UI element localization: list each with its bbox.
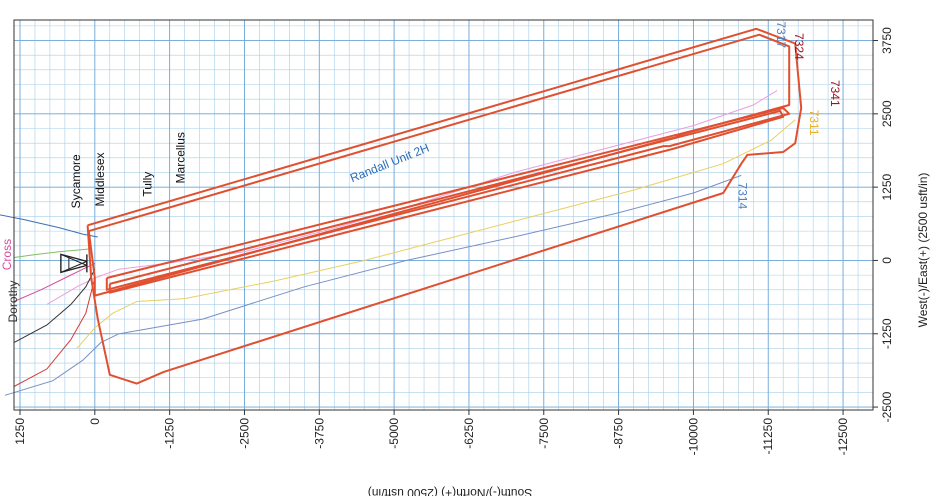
y-axis-title: West(-)/East(+) (2500 usft/in) bbox=[916, 173, 930, 328]
plot-frame bbox=[13, 19, 874, 411]
rig-tower-icon bbox=[60, 253, 88, 274]
annotation-label: 7317 bbox=[774, 21, 788, 48]
boundary-inner-line-2 bbox=[108, 109, 785, 294]
annotation-label: Cross bbox=[0, 239, 14, 270]
boundary-outer-line-2 bbox=[87, 33, 791, 297]
series-line-8 bbox=[13, 248, 92, 258]
x-tick-label: -3750 bbox=[312, 418, 326, 449]
annotation-label: 7311 bbox=[807, 110, 821, 136]
series-line-5 bbox=[13, 277, 96, 387]
series-line-4 bbox=[4, 174, 742, 396]
series-line-1 bbox=[0, 214, 98, 238]
unit-boundary bbox=[86, 27, 803, 385]
y-tick-label: 1250 bbox=[880, 173, 894, 200]
annotation-label: 7341 bbox=[828, 80, 842, 107]
series-line-3 bbox=[76, 119, 796, 349]
y-tick-label: -2500 bbox=[880, 391, 894, 422]
x-tick-labels: 1250 0 -1250 -2500 -3750 -5000 -6250 -7500 -8750… bbox=[13, 410, 850, 455]
x-tick-label: -2500 bbox=[237, 418, 251, 449]
x-tick-label: -12500 bbox=[836, 418, 850, 456]
x-tick-label: -10000 bbox=[686, 418, 700, 456]
annotation-label: Middlesex bbox=[93, 152, 107, 206]
series-line-6 bbox=[13, 268, 96, 344]
annotation-label: Dorothy bbox=[6, 280, 20, 322]
x-tick-label: -7500 bbox=[537, 418, 551, 449]
annotation-label: Tully bbox=[141, 172, 155, 197]
x-tick-label: -5000 bbox=[387, 418, 401, 449]
boundary-outer-line bbox=[86, 27, 803, 385]
annotation-label: Marcellus bbox=[174, 132, 188, 183]
y-tick-labels: -2500 -1250 0 1250 2500 3750 bbox=[873, 27, 894, 422]
x-tick-label: -11250 bbox=[761, 418, 775, 455]
x-tick-label: -1250 bbox=[163, 418, 177, 449]
annotation-label: Sycamore bbox=[69, 154, 83, 208]
x-tick-label: -8750 bbox=[612, 418, 626, 449]
y-tick-label: 3750 bbox=[880, 27, 894, 54]
annotation-label: 7314 bbox=[735, 183, 749, 210]
y-tick-label: -1250 bbox=[880, 318, 894, 349]
x-tick-label: -6250 bbox=[462, 418, 476, 449]
x-axis-title: South(-)/North(+) (2500 usft/in) bbox=[368, 486, 532, 496]
y-tick-label: 2500 bbox=[880, 100, 894, 127]
y-tick-label: 0 bbox=[880, 257, 894, 264]
boundary-inner-line bbox=[105, 107, 791, 291]
x-tick-label: 1250 bbox=[13, 418, 27, 445]
annotation-label: 7324 bbox=[792, 33, 806, 60]
x-tick-label: 0 bbox=[88, 418, 102, 425]
